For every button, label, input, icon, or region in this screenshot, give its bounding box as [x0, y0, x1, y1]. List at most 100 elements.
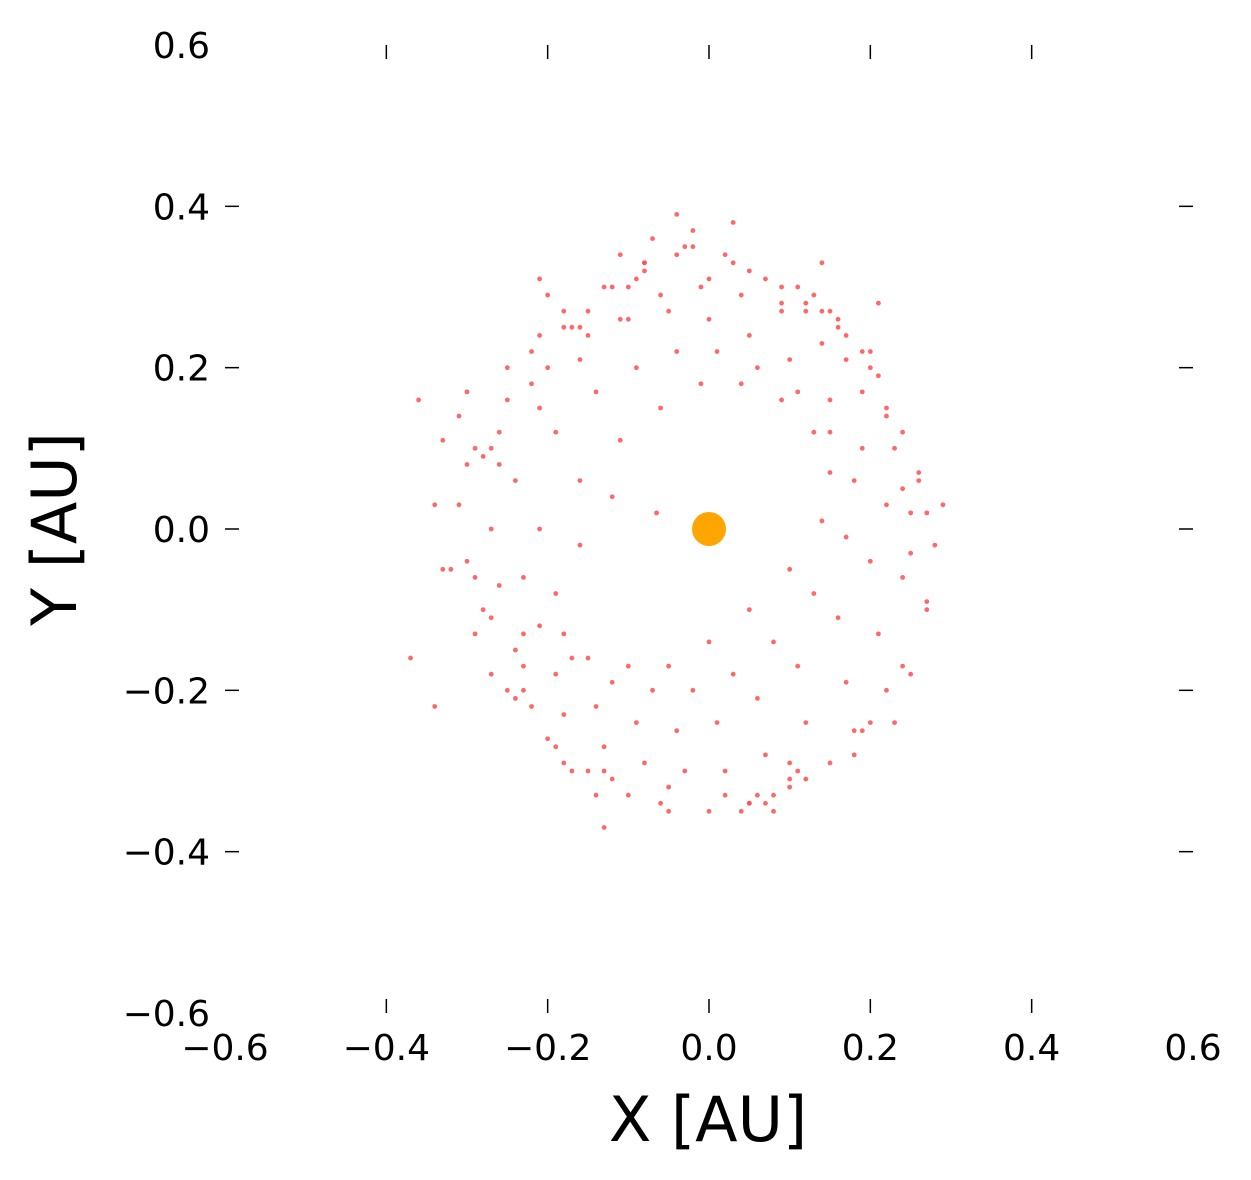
particle-point [738, 808, 744, 814]
particle-point [529, 381, 534, 387]
x-tick-label: 0.0 [680, 1028, 737, 1069]
particle-point [811, 292, 817, 298]
particle-point [884, 687, 889, 693]
particle-point [803, 720, 809, 725]
particle-point [634, 276, 639, 282]
particle-point [706, 808, 712, 814]
particle-point [827, 470, 833, 475]
particle-point [617, 316, 623, 322]
particle-point [940, 502, 946, 508]
particle-point [851, 478, 857, 483]
particle-point [432, 502, 438, 508]
particle-point [561, 712, 567, 717]
particle-point [916, 470, 922, 475]
x-tick-label: −0.2 [504, 1028, 591, 1069]
particle-point [408, 655, 413, 661]
particle-point [892, 720, 897, 725]
x-tick-label: 0.6 [1164, 1028, 1221, 1069]
particle-point [488, 445, 494, 451]
particle-point [706, 639, 712, 645]
particle-point [876, 631, 881, 637]
particle-point [674, 349, 680, 354]
particle-point [795, 663, 801, 669]
particle-point [730, 260, 736, 266]
particle-point [504, 365, 510, 371]
particle-point [553, 671, 559, 677]
particle-point [795, 389, 801, 395]
particle-point [900, 575, 905, 580]
particle-point [537, 526, 542, 532]
particle-point [763, 800, 768, 806]
x-tick-label: −0.6 [181, 1028, 268, 1069]
particle-point [609, 284, 615, 290]
particle-point [569, 324, 575, 330]
particle-point [779, 397, 784, 403]
particle-point [827, 429, 833, 435]
star-marker [692, 512, 726, 546]
particle-point [504, 397, 510, 403]
particle-point [496, 583, 502, 588]
particle-point [674, 212, 680, 217]
particle-point [884, 413, 889, 419]
particle-point [698, 284, 704, 290]
particle-point [601, 768, 607, 774]
particle-point [746, 333, 752, 338]
particle-point [625, 663, 631, 669]
particle-point [480, 454, 486, 459]
particle-point [730, 220, 736, 225]
particle-point [634, 365, 639, 371]
particle-point [625, 792, 631, 798]
particle-point [472, 445, 478, 451]
particle-point [577, 357, 583, 362]
particle-point [876, 300, 881, 306]
particle-point [811, 429, 817, 435]
particle-point [900, 429, 905, 435]
particle-point [488, 615, 494, 621]
particle-point [787, 784, 793, 790]
particle-point [553, 744, 559, 750]
particle-point [585, 308, 591, 314]
particle-point [795, 768, 801, 774]
particle-point [867, 365, 873, 371]
particle-point [803, 776, 809, 782]
particle-point [569, 768, 575, 774]
y-tick-label: 0.4 [153, 187, 210, 228]
particle-point [521, 687, 526, 693]
particle-point [537, 405, 542, 411]
particle-point [617, 437, 623, 443]
particle-point [690, 687, 696, 693]
particle-point [650, 687, 655, 693]
particle-point [851, 752, 857, 758]
particle-point [666, 808, 672, 814]
particle-point [561, 760, 567, 766]
x-tick-label: 0.2 [842, 1028, 899, 1069]
particle-point [642, 760, 647, 766]
particle-point [569, 655, 575, 661]
particle-point [835, 316, 841, 322]
particle-point [513, 647, 518, 653]
particle-point [440, 437, 446, 443]
particle-point [553, 591, 559, 596]
particle-point [803, 300, 809, 306]
y-tick-label: 0.0 [153, 510, 210, 551]
y-tick-label: −0.4 [123, 833, 210, 874]
particle-point [835, 324, 841, 330]
particle-point [787, 760, 793, 766]
particle-point [440, 566, 446, 572]
particle-point [779, 300, 784, 306]
particle-point [545, 365, 551, 371]
particle-point [601, 284, 607, 290]
particle-point [755, 696, 760, 701]
particle-point [593, 389, 599, 395]
particle-point [876, 373, 881, 379]
particle-point [472, 575, 478, 580]
particle-point [755, 365, 760, 371]
particle-point [932, 542, 938, 548]
particle-point [585, 768, 591, 774]
particle-point [924, 607, 930, 613]
particle-points [408, 212, 946, 830]
particle-point [738, 292, 744, 298]
particle-point [609, 679, 615, 685]
particle-point [496, 429, 502, 435]
